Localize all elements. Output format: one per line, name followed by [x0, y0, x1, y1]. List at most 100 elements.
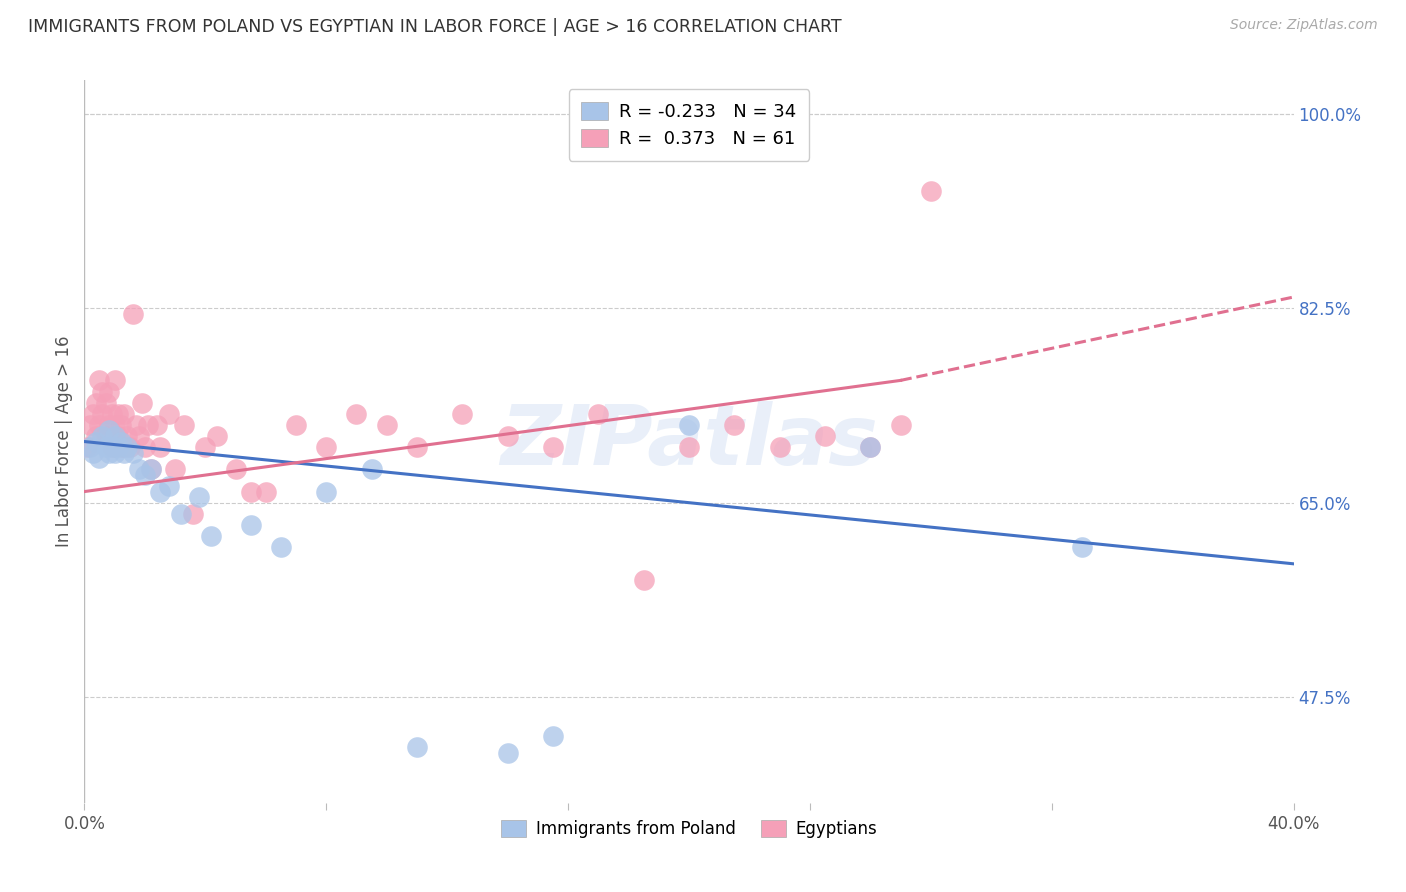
Point: [100, 440, 122, 454]
Point: [139, 462, 162, 476]
Point: [89, 451, 111, 466]
Point: [678, 440, 700, 454]
Point: [97, 417, 120, 432]
Point: [188, 490, 211, 504]
Point: [107, 440, 129, 454]
Point: [91, 407, 114, 421]
Point: [89, 417, 111, 432]
Y-axis label: In Labor Force | Age > 16: In Labor Force | Age > 16: [55, 335, 73, 548]
Point: [115, 440, 138, 454]
Point: [149, 440, 172, 454]
Point: [239, 484, 262, 499]
Point: [173, 417, 195, 432]
Point: [170, 507, 193, 521]
Point: [112, 445, 135, 459]
Point: [859, 440, 882, 454]
Point: [104, 417, 127, 432]
Point: [360, 462, 382, 476]
Point: [94, 440, 117, 454]
Point: [678, 417, 700, 432]
Point: [100, 407, 122, 421]
Point: [89, 373, 111, 387]
Point: [346, 407, 368, 421]
Text: ZIPatlas: ZIPatlas: [501, 401, 877, 482]
Point: [104, 445, 127, 459]
Point: [157, 479, 180, 493]
Legend: Immigrants from Poland, Egyptians: Immigrants from Poland, Egyptians: [494, 814, 884, 845]
Point: [157, 407, 180, 421]
Point: [541, 440, 564, 454]
Point: [406, 740, 429, 755]
Point: [107, 429, 129, 443]
Text: Source: ZipAtlas.com: Source: ZipAtlas.com: [1230, 18, 1378, 32]
Point: [104, 373, 127, 387]
Point: [118, 440, 141, 454]
Point: [134, 467, 156, 482]
Point: [588, 407, 610, 421]
Point: [633, 574, 655, 588]
Point: [91, 384, 114, 399]
Point: [920, 185, 942, 199]
Point: [97, 424, 120, 438]
Point: [97, 384, 120, 399]
Point: [146, 417, 169, 432]
Point: [112, 407, 135, 421]
Point: [79, 417, 101, 432]
Point: [86, 429, 108, 443]
Point: [107, 407, 129, 421]
Point: [285, 417, 308, 432]
Point: [121, 445, 143, 459]
Point: [496, 746, 519, 760]
Point: [110, 440, 132, 454]
Point: [194, 440, 217, 454]
Point: [859, 440, 882, 454]
Point: [541, 729, 564, 743]
Point: [149, 484, 172, 499]
Point: [406, 440, 429, 454]
Point: [76, 440, 98, 454]
Point: [115, 429, 138, 443]
Point: [496, 429, 519, 443]
Point: [125, 417, 148, 432]
Point: [181, 507, 204, 521]
Point: [890, 417, 912, 432]
Point: [451, 407, 474, 421]
Point: [112, 440, 135, 454]
Point: [134, 440, 156, 454]
Point: [131, 395, 153, 409]
Point: [82, 407, 104, 421]
Point: [239, 517, 262, 532]
Point: [100, 440, 122, 454]
Point: [254, 484, 277, 499]
Text: IMMIGRANTS FROM POLAND VS EGYPTIAN IN LABOR FORCE | AGE > 16 CORRELATION CHART: IMMIGRANTS FROM POLAND VS EGYPTIAN IN LA…: [28, 18, 842, 36]
Point: [82, 445, 104, 459]
Point: [225, 462, 247, 476]
Point: [94, 395, 117, 409]
Point: [723, 417, 745, 432]
Point: [139, 462, 162, 476]
Point: [128, 429, 150, 443]
Point: [315, 484, 337, 499]
Point: [1071, 540, 1094, 554]
Point: [136, 417, 159, 432]
Point: [104, 440, 127, 454]
Point: [207, 429, 229, 443]
Point: [121, 307, 143, 321]
Point: [86, 395, 108, 409]
Point: [79, 440, 101, 454]
Point: [110, 434, 132, 449]
Point: [104, 429, 127, 443]
Point: [86, 434, 108, 449]
Point: [769, 440, 792, 454]
Point: [94, 429, 117, 443]
Point: [814, 429, 837, 443]
Point: [91, 429, 114, 443]
Point: [270, 540, 292, 554]
Point: [128, 462, 150, 476]
Point: [315, 440, 337, 454]
Point: [200, 529, 222, 543]
Point: [110, 417, 132, 432]
Point: [165, 462, 187, 476]
Point: [375, 417, 398, 432]
Point: [97, 445, 120, 459]
